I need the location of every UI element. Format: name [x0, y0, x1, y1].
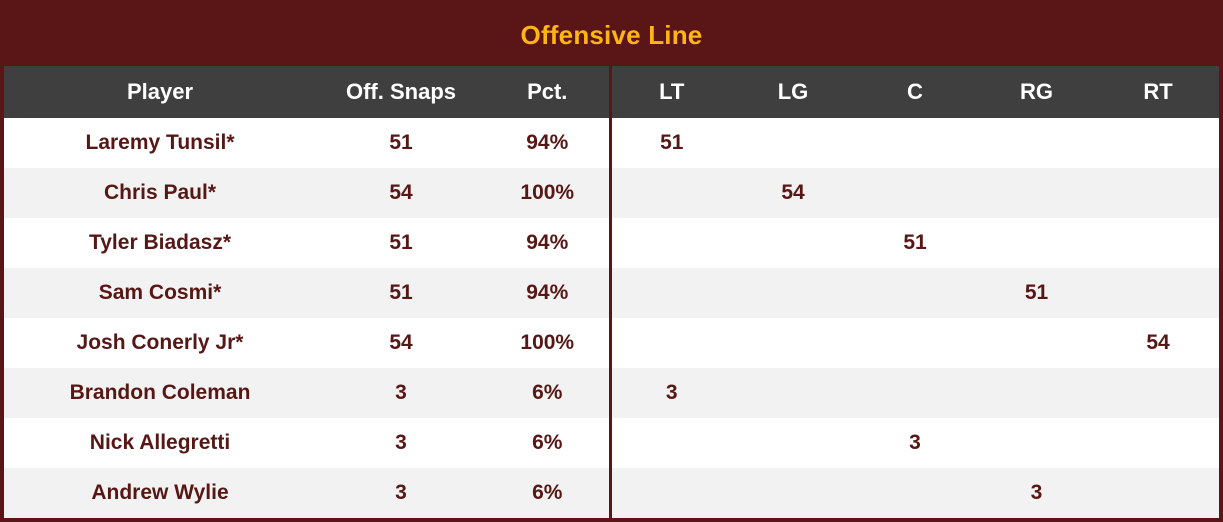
cell-player: Andrew Wylie — [91, 481, 229, 504]
cell-lg — [732, 318, 854, 368]
cell-off-snaps: 51 — [389, 231, 413, 254]
column-header-off-snaps: Off. Snaps — [316, 66, 486, 118]
cell-rt — [1097, 118, 1219, 168]
cell-rt: 54 — [1146, 331, 1170, 354]
table-row: Tyler Biadasz* 51 94% 51 — [4, 218, 1219, 268]
cell-lg — [732, 218, 854, 268]
cell-off-snaps: 51 — [389, 131, 413, 154]
column-header-c: C — [854, 66, 976, 118]
table-row: Chris Paul* 54 100% 54 — [4, 168, 1219, 218]
cell-rg — [976, 118, 1097, 168]
cell-lg — [732, 468, 854, 518]
cell-lt — [608, 268, 732, 318]
cell-pct: 94% — [526, 231, 569, 254]
cell-rt — [1097, 418, 1219, 468]
snap-counts-table: Player Off. Snaps Pct. LT LG C RG RT Laremy Tun… — [4, 66, 1219, 518]
cell-lt — [608, 468, 732, 518]
cell-pct: 100% — [520, 331, 575, 354]
cell-pct: 94% — [526, 131, 569, 154]
cell-c — [854, 318, 976, 368]
cell-lg — [732, 368, 854, 418]
cell-off-snaps: 3 — [395, 481, 407, 504]
cell-rg: 51 — [1024, 281, 1049, 304]
cell-c — [854, 468, 976, 518]
cell-rt — [1097, 168, 1219, 218]
cell-off-snaps: 3 — [395, 431, 407, 454]
table-row: Josh Conerly Jr* 54 100% 54 — [4, 318, 1219, 368]
cell-pct: 6% — [532, 481, 563, 504]
cell-player: Laremy Tunsil* — [85, 131, 235, 154]
column-header-player: Player — [4, 66, 316, 118]
cell-c — [854, 368, 976, 418]
cell-lt: 51 — [608, 118, 732, 168]
column-header-lg: LG — [732, 66, 854, 118]
column-header-rg: RG — [976, 66, 1097, 118]
cell-lg — [732, 418, 854, 468]
column-header-pct: Pct. — [486, 66, 610, 118]
table-row: Nick Allegretti 3 6% 3 — [4, 418, 1219, 468]
cell-rg — [976, 218, 1097, 268]
cell-player: Josh Conerly Jr* — [76, 331, 244, 354]
table-row: Sam Cosmi* 51 94% 51 — [4, 268, 1219, 318]
cell-c: 3 — [909, 431, 921, 454]
cell-c — [854, 268, 976, 318]
cell-rt — [1097, 218, 1219, 268]
cell-rt — [1097, 468, 1219, 518]
table-row: Brandon Coleman 3 6% 3 — [4, 368, 1219, 418]
table-body: Laremy Tunsil* 51 94% 51 Chris Paul* 54 100% 54… — [4, 118, 1219, 518]
cell-off-snaps: 3 — [395, 381, 407, 404]
cell-rg: 3 — [1030, 481, 1043, 504]
cell-off-snaps: 54 — [389, 181, 413, 204]
cell-player: Nick Allegretti — [89, 431, 231, 454]
column-header-lt: LT — [608, 66, 732, 118]
table-title: Offensive Line — [520, 19, 703, 50]
table-row: Laremy Tunsil* 51 94% 51 — [4, 118, 1219, 168]
cell-lt — [608, 418, 732, 468]
table-row: Andrew Wylie 3 6% 3 — [4, 468, 1219, 518]
cell-rg — [976, 318, 1097, 368]
cell-off-snaps: 51 — [389, 281, 413, 304]
cell-player: Sam Cosmi* — [98, 281, 222, 304]
cell-rg — [976, 168, 1097, 218]
cell-rg — [976, 368, 1097, 418]
cell-player: Tyler Biadasz* — [88, 231, 231, 254]
cell-lg: 54 — [781, 181, 805, 204]
cell-off-snaps: 54 — [389, 331, 413, 354]
cell-pct: 100% — [520, 181, 575, 204]
table-title-banner: Offensive Line — [4, 4, 1219, 66]
cell-rt — [1097, 268, 1219, 318]
cell-lt — [608, 168, 732, 218]
cell-lt: 3 — [608, 368, 732, 418]
cell-pct: 6% — [532, 431, 563, 454]
cell-lt — [608, 218, 732, 268]
cell-player: Brandon Coleman — [69, 381, 251, 404]
cell-rg — [976, 418, 1097, 468]
cell-c — [854, 168, 976, 218]
cell-c — [854, 118, 976, 168]
cell-player: Chris Paul* — [103, 181, 217, 204]
column-header-rt: RT — [1097, 66, 1219, 118]
cell-pct: 6% — [532, 381, 563, 404]
cell-rt — [1097, 368, 1219, 418]
cell-pct: 94% — [526, 281, 569, 304]
cell-lg — [732, 268, 854, 318]
cell-c: 51 — [903, 231, 927, 254]
cell-lt — [608, 318, 732, 368]
cell-lg — [732, 118, 854, 168]
header-row: Player Off. Snaps Pct. LT LG C RG RT — [4, 66, 1219, 118]
